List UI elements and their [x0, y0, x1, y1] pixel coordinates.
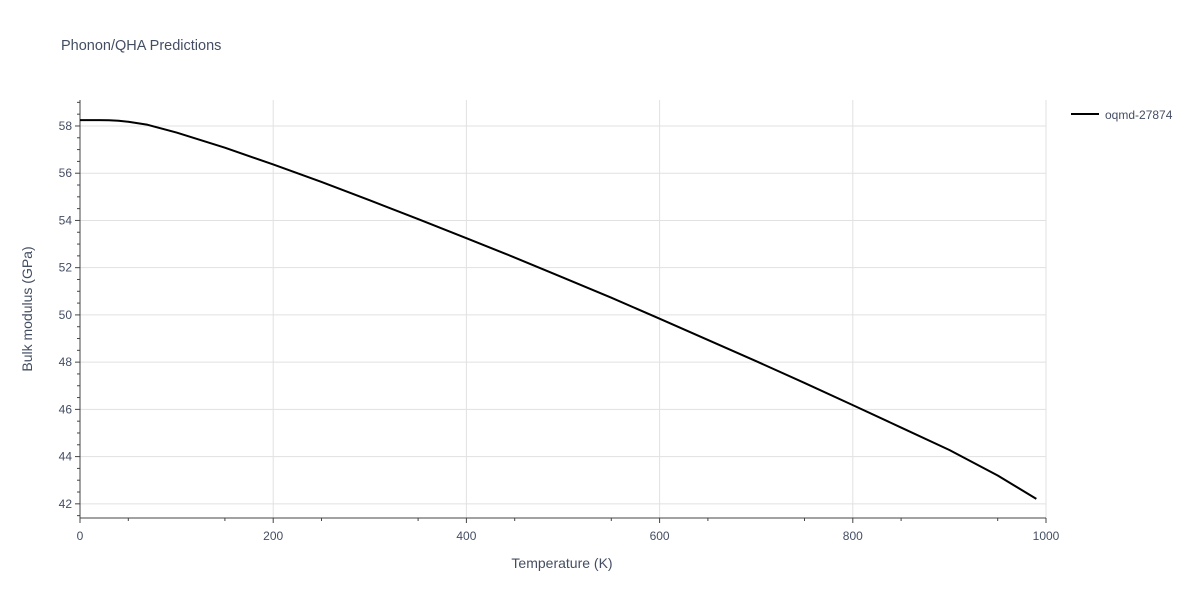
- y-tick-label: 52: [59, 261, 73, 275]
- x-axis-title: Temperature (K): [511, 555, 612, 571]
- x-axis-ticks: 0 200 400 600 800 1000: [77, 518, 1060, 543]
- y-tick-label: 44: [59, 450, 73, 464]
- y-tick-label: 42: [59, 497, 73, 511]
- y-axis-ticks: 42 44 46 48 50 52 54 56 58: [59, 101, 80, 517]
- series-line: [80, 119, 1037, 500]
- x-gridlines: [272, 100, 1047, 518]
- y-tick-label: 50: [59, 308, 73, 322]
- x-tick-label: 0: [77, 529, 84, 543]
- x-tick-label: 1000: [1033, 529, 1060, 543]
- y-gridlines: [80, 125, 1046, 505]
- x-tick-label: 600: [650, 529, 670, 543]
- y-axis-title: Bulk modulus (GPa): [19, 246, 35, 371]
- y-tick-label: 58: [59, 119, 73, 133]
- x-tick-label: 400: [456, 529, 476, 543]
- x-tick-label: 800: [843, 529, 863, 543]
- y-tick-label: 48: [59, 355, 73, 369]
- series-layer: [80, 119, 1037, 500]
- y-tick-label: 46: [59, 402, 73, 416]
- x-tick-label: 200: [263, 529, 283, 543]
- chart-title: Phonon/QHA Predictions: [61, 38, 221, 54]
- legend[interactable]: oqmd-27874: [1071, 108, 1173, 122]
- y-tick-label: 54: [59, 213, 73, 227]
- axes: [79, 100, 1046, 519]
- legend-label: oqmd-27874: [1105, 108, 1173, 122]
- y-tick-label: 56: [59, 166, 73, 180]
